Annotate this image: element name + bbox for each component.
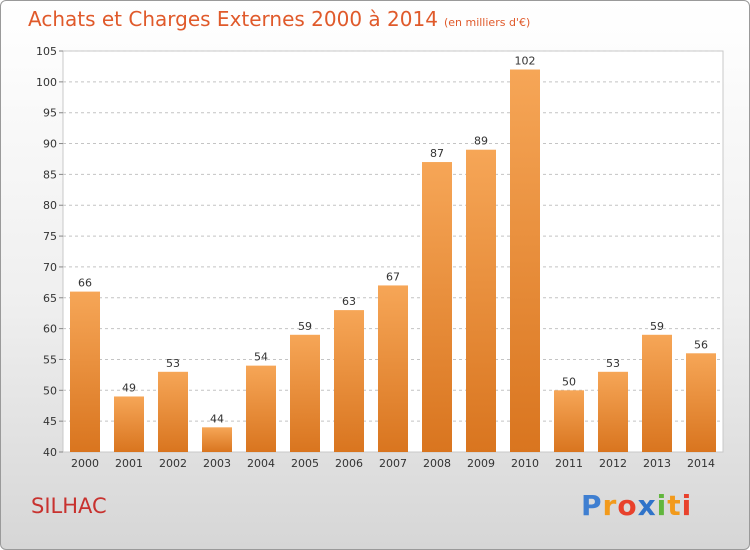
bar-2010 [510,69,540,452]
x-tick-label-2007: 2007 [379,457,407,470]
y-tick-label: 90 [43,138,57,151]
bar-2008 [422,162,452,453]
bar-2007 [378,285,408,452]
y-tick-label: 50 [43,384,57,397]
x-tick-label-2002: 2002 [159,457,187,470]
bar-2013 [642,334,672,452]
x-tick-label-2004: 2004 [247,457,275,470]
x-tick-label-2012: 2012 [599,457,627,470]
data-label-2006: 63 [342,295,356,308]
y-tick-label: 55 [43,353,57,366]
y-axis-ticks: 40 45 50 55 60 65 70 75 80 85 90 95 100 105 [36,45,63,459]
bar-2000 [70,291,100,452]
y-tick-label: 105 [36,45,57,58]
bar-2012 [598,371,628,452]
x-tick-label-2011: 2011 [555,457,583,470]
data-label-2012: 53 [606,357,620,370]
x-tick-label-2014: 2014 [687,457,715,470]
y-tick-label: 65 [43,292,57,305]
chart-title-text: Achats et Charges Externes 2000 à 2014 [28,7,438,31]
y-tick-label: 85 [43,168,57,181]
data-label-2008: 87 [430,147,444,160]
bar-2003 [202,427,232,452]
labels-layer: 66 49 53 44 54 59 63 67 87 89 102 50 53 59 56 [78,55,708,426]
y-tick-label: 95 [43,107,57,120]
data-label-2013: 59 [650,320,664,333]
commune-name: SILHAC [31,494,107,518]
bar-2006 [334,310,364,452]
bar-2005 [290,334,320,452]
y-tick-label: 75 [43,230,57,243]
x-tick-label-2009: 2009 [467,457,495,470]
y-tick-label: 45 [43,415,57,428]
chart-title: Achats et Charges Externes 2000 à 2014 (e… [28,7,530,31]
data-label-2002: 53 [166,357,180,370]
data-label-2000: 66 [78,277,92,290]
bar-2009 [466,149,496,452]
bar-2004 [246,365,276,452]
x-tick-label-2010: 2010 [511,457,539,470]
bar-2001 [114,396,144,452]
data-label-2001: 49 [122,381,136,394]
x-tick-label-2008: 2008 [423,457,451,470]
y-tick-label: 40 [43,446,57,459]
data-label-2014: 56 [694,338,708,351]
data-label-2003: 44 [210,412,224,425]
bar-2002 [158,371,188,452]
data-label-2004: 54 [254,351,268,364]
x-tick-label-2001: 2001 [115,457,143,470]
bar-2014 [686,353,716,452]
x-tick-label-2006: 2006 [335,457,363,470]
x-tick-label-2000: 2000 [71,457,99,470]
y-tick-label: 100 [36,76,57,89]
x-tick-label-2003: 2003 [203,457,231,470]
x-axis-ticks: 2000 2001 2002 2003 2004 2005 2006 2007 2008 2009… [71,457,715,470]
data-label-2011: 50 [562,375,576,388]
chart-subtitle: (en milliers d'€) [443,16,531,29]
data-label-2007: 67 [386,270,400,283]
proxiti-logo: Proxiti [581,489,693,522]
y-tick-label: 60 [43,323,57,336]
data-label-2009: 89 [474,135,488,148]
data-label-2010: 102 [515,55,536,68]
bars-layer [70,69,716,453]
y-tick-label: 80 [43,199,57,212]
x-tick-label-2013: 2013 [643,457,671,470]
data-label-2005: 59 [298,320,312,333]
x-tick-label-2005: 2005 [291,457,319,470]
y-tick-label: 70 [43,261,57,274]
bar-2011 [554,390,584,452]
